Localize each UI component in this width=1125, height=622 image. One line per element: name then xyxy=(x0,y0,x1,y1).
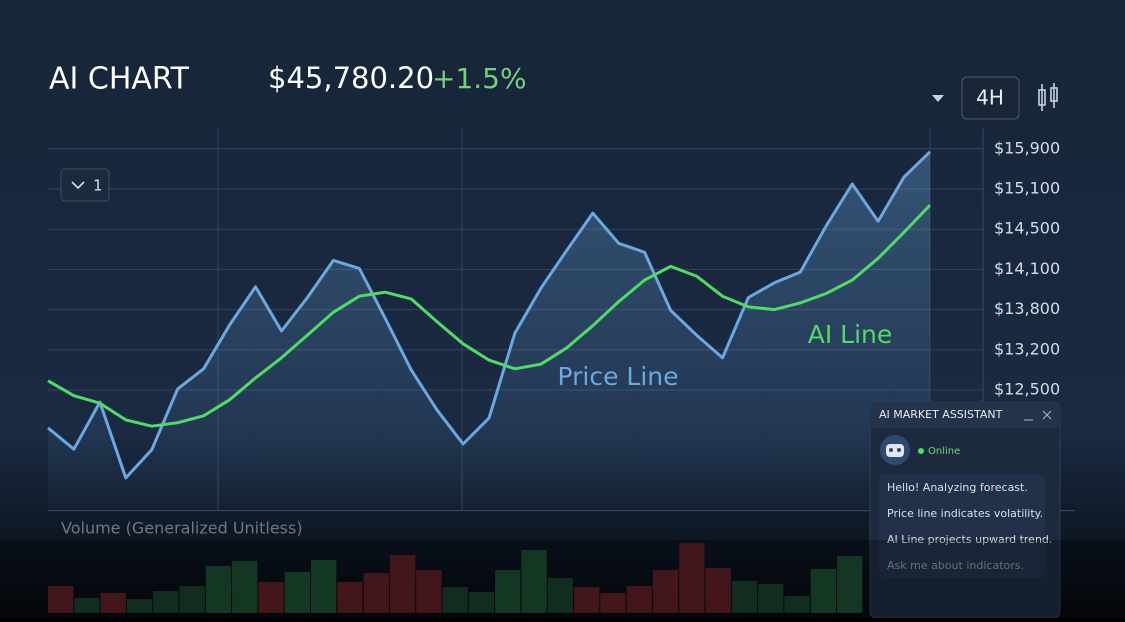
panel-title: AI MARKET ASSISTANT xyxy=(879,408,1003,421)
volume-title: Volume (Generalized Unitless) xyxy=(61,519,303,538)
plot: $12,500 $13,200 $13,800 $14,100 $14,500 $15,1… xyxy=(47,128,1075,613)
close[interactable] xyxy=(1042,410,1052,420)
volume-bar xyxy=(468,592,495,613)
volume-bar xyxy=(126,599,153,613)
volume-bar xyxy=(389,555,416,613)
volume-bar xyxy=(337,582,363,613)
volume-bar xyxy=(547,578,573,613)
volume-bar xyxy=(652,570,679,613)
assistant-message: AI Line projects upward trend. xyxy=(887,533,1052,546)
series-line xyxy=(47,204,932,428)
assistant-panel: AI MARKET ASSISTANT Online xyxy=(869,401,1061,619)
status: Online xyxy=(928,446,960,457)
series-line xyxy=(47,150,932,480)
volume-bar xyxy=(205,566,232,613)
volume-bar xyxy=(810,569,836,613)
volume-bar xyxy=(363,573,389,613)
assistant-message: Hello! Analyzing forecast. xyxy=(887,481,1028,494)
y-tick-label: $13,200 xyxy=(994,339,1060,358)
interval-label: 4H xyxy=(976,86,1004,110)
y-tick-label: $15,100 xyxy=(994,179,1060,198)
panel-header xyxy=(870,402,1060,428)
dropdown-count: 1 xyxy=(93,177,103,195)
volume-bar xyxy=(416,570,442,613)
dropdown-arrow[interactable] xyxy=(932,95,944,102)
volume-bar xyxy=(784,596,810,613)
annotation: Price Line xyxy=(557,362,678,391)
chevron xyxy=(71,181,85,190)
volume-bar xyxy=(74,598,100,613)
volume-bar xyxy=(311,560,337,613)
annotation: AI Line xyxy=(808,320,893,349)
volume-bar xyxy=(258,582,284,613)
price-area xyxy=(48,151,930,511)
volume-bar xyxy=(731,581,758,613)
y-tick-label: $15,900 xyxy=(994,138,1060,157)
bot-eye xyxy=(889,448,893,452)
volume-bar xyxy=(495,570,521,613)
volume-bar xyxy=(442,587,468,613)
price: $45,780.20 xyxy=(268,61,434,95)
volume-bar xyxy=(232,561,258,613)
bot-eye xyxy=(897,448,901,452)
bot-face xyxy=(886,444,904,457)
candle-icon[interactable] xyxy=(1038,83,1058,111)
status-dot xyxy=(918,448,924,454)
volume-bar xyxy=(837,556,863,613)
assistant-message: Ask me about indicators. xyxy=(887,559,1024,572)
y-tick-label: $14,500 xyxy=(994,219,1060,238)
bottom-fade xyxy=(0,540,1125,618)
series-dropdown[interactable] xyxy=(60,168,110,202)
volume-bar xyxy=(48,586,74,613)
y-tick-label: $13,800 xyxy=(994,299,1060,318)
y-tick-label: $14,100 xyxy=(994,259,1060,278)
volume-bar xyxy=(758,584,784,613)
message-box xyxy=(879,474,1045,578)
volume-bar xyxy=(100,593,126,613)
volume-bar xyxy=(153,591,179,613)
volume-bar xyxy=(179,586,205,613)
volume-bar xyxy=(679,543,705,613)
interval-button[interactable] xyxy=(961,76,1020,120)
volume-bar xyxy=(284,572,310,613)
volume-bar xyxy=(705,568,731,613)
app-title: AI CHART xyxy=(49,62,190,97)
volume-bar xyxy=(574,587,600,613)
assistant-message: Price line indicates volatility. xyxy=(887,507,1043,520)
volume-bar xyxy=(521,550,547,613)
volume-bar xyxy=(600,593,626,613)
y-tick-label: $12,500 xyxy=(994,380,1060,399)
volume-bar xyxy=(626,586,652,613)
change: +1.5% xyxy=(432,62,527,95)
